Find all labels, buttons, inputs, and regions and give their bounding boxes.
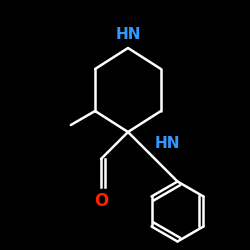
Text: HN: HN [115,27,141,42]
Text: O: O [94,192,108,210]
Text: HN: HN [155,136,180,151]
